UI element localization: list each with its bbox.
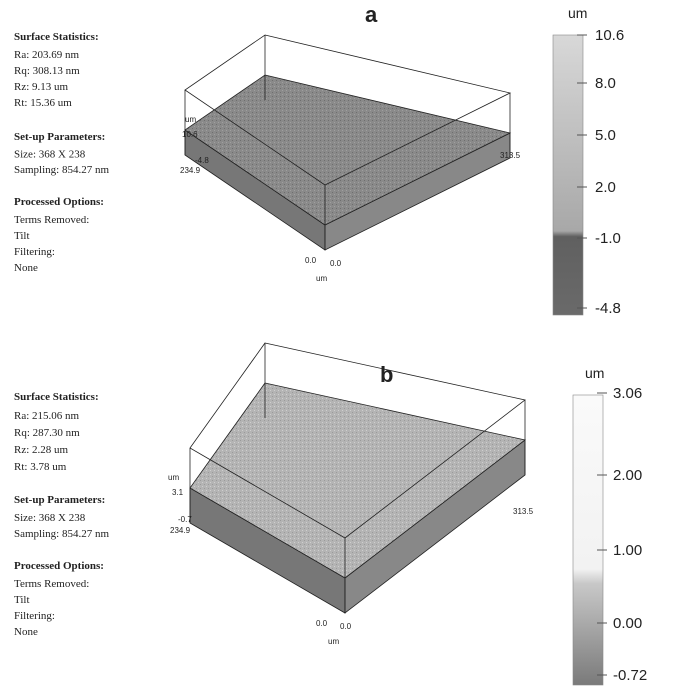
axis-label: um — [316, 274, 327, 283]
colorbar-tick-label: 3.06 — [613, 385, 642, 402]
axis-label: um — [168, 473, 179, 482]
section-line: None — [14, 626, 38, 638]
colorbar — [553, 35, 583, 315]
colorbar-tick-label: 8.0 — [595, 75, 616, 92]
section-line: None — [14, 262, 38, 274]
axis-label: 0.0 — [316, 619, 328, 628]
colorbar-tick-label: -4.8 — [595, 300, 621, 317]
panel: b Surface Statistics: Ra: 215.06 nm Rq: 287… — [14, 343, 647, 685]
section-line: Ra: 215.06 nm — [14, 410, 80, 422]
axis-label: -4.8 — [195, 156, 209, 165]
section-title: Set-up Parameters: — [14, 494, 105, 506]
axis-label: 0.0 — [305, 256, 317, 265]
panel-label: a — [365, 2, 378, 27]
axis-label: 0.0 — [340, 622, 352, 631]
axis-label: 234.9 — [180, 166, 201, 175]
axis-label: 0.0 — [330, 259, 342, 268]
section-line: Terms Removed: — [14, 578, 89, 590]
section-line: Terms Removed: — [14, 214, 89, 226]
colorbar-tick-label: 1.00 — [613, 542, 642, 559]
section-line: Size: 368 X 238 — [14, 512, 86, 524]
section-line: Rt: 3.78 um — [14, 461, 67, 473]
section-line: Rq: 287.30 nm — [14, 427, 80, 439]
panel: a Surface Statistics: Ra: 203.69 nm Rq: 308… — [14, 2, 624, 317]
section-line: Size: 368 X 238 — [14, 149, 86, 161]
colorbar-tick-label: 2.0 — [595, 179, 616, 196]
axis-label: 3.1 — [172, 488, 184, 497]
colorbar-tick-label: -0.72 — [613, 667, 647, 684]
section-line: Sampling: 854.27 nm — [14, 164, 109, 176]
section-title: Processed Options: — [14, 560, 104, 572]
section-line: Tilt — [14, 230, 30, 242]
panel-label: b — [380, 362, 393, 387]
section-line: Tilt — [14, 594, 30, 606]
colorbar-tick-label: 5.0 — [595, 127, 616, 144]
axis-label: -0.7 — [178, 515, 192, 524]
section-line: Rz: 9.13 um — [14, 81, 69, 93]
section-line: Filtering: — [14, 246, 55, 258]
colorbar-tick-label: 2.00 — [613, 467, 642, 484]
colorbar-unit: um — [585, 365, 604, 381]
section-line: Rt: 15.36 um — [14, 97, 72, 109]
axis-label: 313.5 — [500, 151, 521, 160]
section-line: Filtering: — [14, 610, 55, 622]
axis-label: 10.6 — [182, 130, 198, 139]
axis-label: um — [185, 115, 196, 124]
colorbar-unit: um — [568, 5, 587, 21]
section-line: Sampling: 854.27 nm — [14, 528, 109, 540]
colorbar-tick-label: 10.6 — [595, 27, 624, 44]
axis-label: um — [328, 637, 339, 646]
figure: a Surface Statistics: Ra: 203.69 nm Rq: 308… — [0, 0, 673, 690]
section-title: Surface Statistics: — [14, 31, 99, 43]
section-line: Rz: 2.28 um — [14, 444, 69, 456]
section-title: Set-up Parameters: — [14, 131, 105, 143]
section-title: Surface Statistics: — [14, 391, 99, 403]
axis-label: 313.5 — [513, 507, 534, 516]
colorbar-tick-label: -1.0 — [595, 230, 621, 247]
colorbar-tick-label: 0.00 — [613, 615, 642, 632]
section-line: Rq: 308.13 nm — [14, 65, 80, 77]
surface — [185, 75, 510, 225]
section-line: Ra: 203.69 nm — [14, 49, 80, 61]
colorbar — [573, 395, 603, 685]
section-title: Processed Options: — [14, 196, 104, 208]
axis-label: 234.9 — [170, 526, 191, 535]
